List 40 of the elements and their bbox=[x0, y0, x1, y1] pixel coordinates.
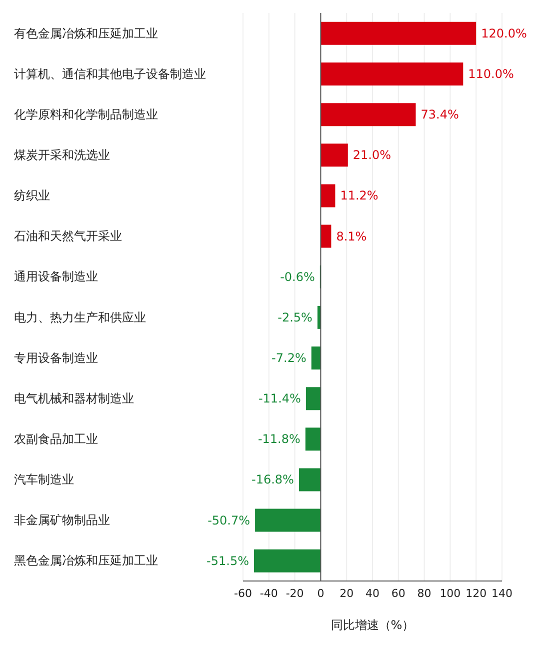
data-label: -50.7% bbox=[208, 513, 250, 528]
y-tick-label: 有色金属冶炼和压延加工业 bbox=[14, 26, 158, 40]
y-tick-label: 纺织业 bbox=[14, 188, 50, 203]
y-tick-label: 通用设备制造业 bbox=[14, 270, 98, 284]
data-label: 21.0% bbox=[352, 148, 392, 162]
x-tick-label: 140 bbox=[492, 586, 512, 600]
x-tick-label: -20 bbox=[286, 586, 304, 600]
y-tick-label: 非金属矿物制品业 bbox=[14, 513, 110, 528]
y-tick-label: 计算机、通信和其他电子设备制造业 bbox=[14, 66, 206, 81]
y-tick-label: 专用设备制造业 bbox=[14, 350, 98, 365]
data-label: -0.6% bbox=[280, 270, 315, 284]
data-label: 8.1% bbox=[336, 229, 367, 244]
data-label: -16.8% bbox=[251, 472, 294, 487]
y-tick-label: 化学原料和化学制品制造业 bbox=[14, 107, 158, 122]
x-tick-label: 80 bbox=[417, 586, 432, 600]
y-tick-label: 黑色金属冶炼和压延加工业 bbox=[14, 554, 158, 568]
y-tick-label: 农副食品加工业 bbox=[14, 432, 98, 446]
data-label: 11.2% bbox=[340, 188, 378, 203]
x-tick-label: 20 bbox=[340, 586, 354, 600]
x-tick-label: -60 bbox=[234, 586, 252, 600]
x-tick-label: 0 bbox=[317, 586, 324, 600]
x-axis-title: 同比增速（%） bbox=[330, 618, 414, 632]
y-tick-label: 电气机械和器材制造业 bbox=[14, 391, 134, 406]
y-tick-label: 电力、热力生产和供应业 bbox=[14, 310, 146, 324]
x-tick-label: -40 bbox=[260, 586, 278, 600]
y-tick-label: 石油和天然气开采业 bbox=[14, 229, 122, 244]
data-label: -7.2% bbox=[272, 350, 306, 365]
data-label: -11.8% bbox=[258, 432, 300, 446]
x-tick-label: 60 bbox=[391, 586, 406, 600]
data-label: 110.0% bbox=[468, 66, 514, 81]
data-label: -51.5% bbox=[206, 554, 250, 568]
y-tick-label: 煤炭开采和洗选业 bbox=[14, 148, 110, 162]
data-label: 73.4% bbox=[420, 108, 459, 122]
data-label: -11.4% bbox=[258, 392, 301, 406]
data-label: 120.0% bbox=[481, 26, 527, 40]
x-tick-label: 120 bbox=[466, 586, 487, 600]
y-tick-label: 汽车制造业 bbox=[14, 472, 74, 487]
x-tick-label: 100 bbox=[440, 586, 461, 600]
data-label: -2.5% bbox=[278, 310, 312, 324]
x-tick-label: 40 bbox=[366, 586, 380, 600]
